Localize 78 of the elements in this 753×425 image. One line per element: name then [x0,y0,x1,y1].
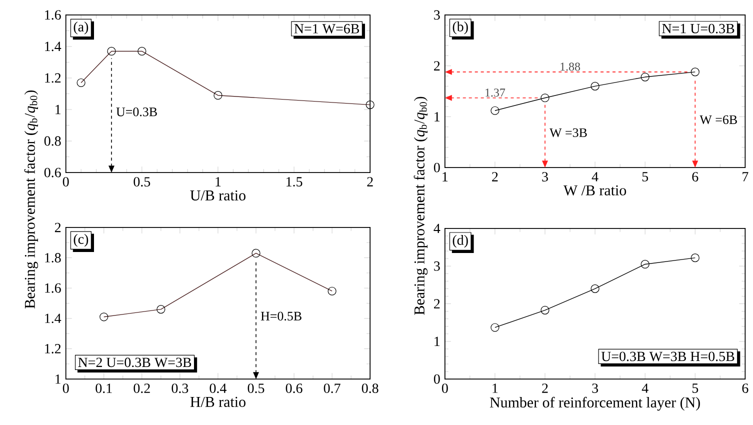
annotation: N=2 U=0.3B W=3B [78,358,192,368]
x-tick-label: 0.3 [172,384,188,394]
y-tick-label: 3 [434,10,440,20]
annotation: N=1 W=6B [294,24,360,34]
x-tick-label: 0.5 [248,384,264,394]
ref-line-label: W =6B [700,115,737,124]
point [640,260,650,269]
x-tick-label: 0.6 [286,384,302,394]
annotation: N=1 U=0.3B [662,24,734,34]
x-tick-label: 0.1 [96,384,112,394]
x-tick-label: 3 [542,172,548,182]
annotation: (c) [74,234,88,247]
point [590,82,600,90]
x-tick-label: 2 [542,384,548,393]
annotation: (b) [452,22,468,34]
y-tick-label: 1.4 [45,314,62,324]
y-tick-label: 0.8 [44,136,61,146]
y-tick-label: 1.2 [45,73,61,83]
x-tick-label: 0.7 [324,384,340,394]
x-axis-title: Number of reinforcement layer (N) [490,396,700,411]
y-tick-label: 0 [434,162,440,172]
point [590,284,600,293]
y-tick-label: 1.6 [45,10,61,20]
x-tick-label: 1 [216,177,221,186]
point [540,94,550,102]
y-tick-label: 1 [434,112,440,122]
point [690,68,700,76]
x-tick-label: 1.5 [286,177,302,187]
y-tick-label: 0 [434,374,440,384]
x-tick-label: 0.8 [362,384,378,394]
x-axis-title: W /B ratio [563,185,626,196]
x-axis-title: U/B ratio [190,190,246,200]
ref-line-label: H=0.5B [260,312,302,321]
y-tick-label: 1.8 [45,253,61,263]
y-tick-label: 4 [434,224,440,234]
x-tick-label: 1 [492,384,498,393]
x-tick-label: 5 [692,384,698,393]
ref-line-label: W =3B [550,128,587,138]
x-tick-label: 4 [592,172,598,182]
annotation: U=0.3B W=3B H=0.5B [601,352,734,362]
annotation: (a) [74,22,88,34]
point [690,254,700,262]
x-tick-label: 7 [742,172,748,182]
x-tick-label: 2 [367,177,373,186]
x-tick-label: 0 [62,384,69,394]
y-axis-title: Bearing improvement factor (q$_{b}$/q$_{b0}$) [24,90,38,308]
y-tick-label: 2 [434,299,440,308]
y-tick-label: 2 [434,61,440,70]
x-tick-label: 3 [592,384,598,393]
annotation: (d) [452,235,468,248]
point [640,72,650,82]
point [540,306,550,314]
ref-line-label: 1.88 [560,62,580,71]
x-tick-label: 5 [642,172,648,182]
x-tick-label: 2 [492,172,498,182]
x-tick-label: 0 [442,384,448,394]
y-tick-label: 1.6 [45,283,61,293]
x-tick-label: 1 [442,172,448,182]
y-tick-label: 1 [56,374,60,384]
x-axis-title: H/B ratio [190,396,246,407]
x-tick-label: 0.4 [210,384,226,394]
x-tick-label: 0.5 [134,177,150,187]
y-tick-label: 2 [54,222,61,232]
x-tick-label: 6 [742,384,748,393]
x-tick-label: 6 [692,172,698,182]
ref-line-label: U=0.3B [116,108,157,116]
x-tick-label: 4 [642,384,648,393]
y-tick-label: 1 [56,104,60,114]
x-tick-label: 0.2 [134,384,150,394]
y-tick-label: 1.4 [45,42,62,52]
point [490,323,500,332]
x-tick-label: 0 [62,177,69,187]
ref-line-label: 1.37 [486,88,506,97]
y-tick-label: 1 [434,336,440,346]
y-axis-title: Bearing improvement factor (q$_{b}$/q$_{b0}$) [414,96,428,315]
point [490,106,500,115]
y-tick-label: 3 [434,261,440,271]
y-tick-label: 1.2 [45,344,61,354]
